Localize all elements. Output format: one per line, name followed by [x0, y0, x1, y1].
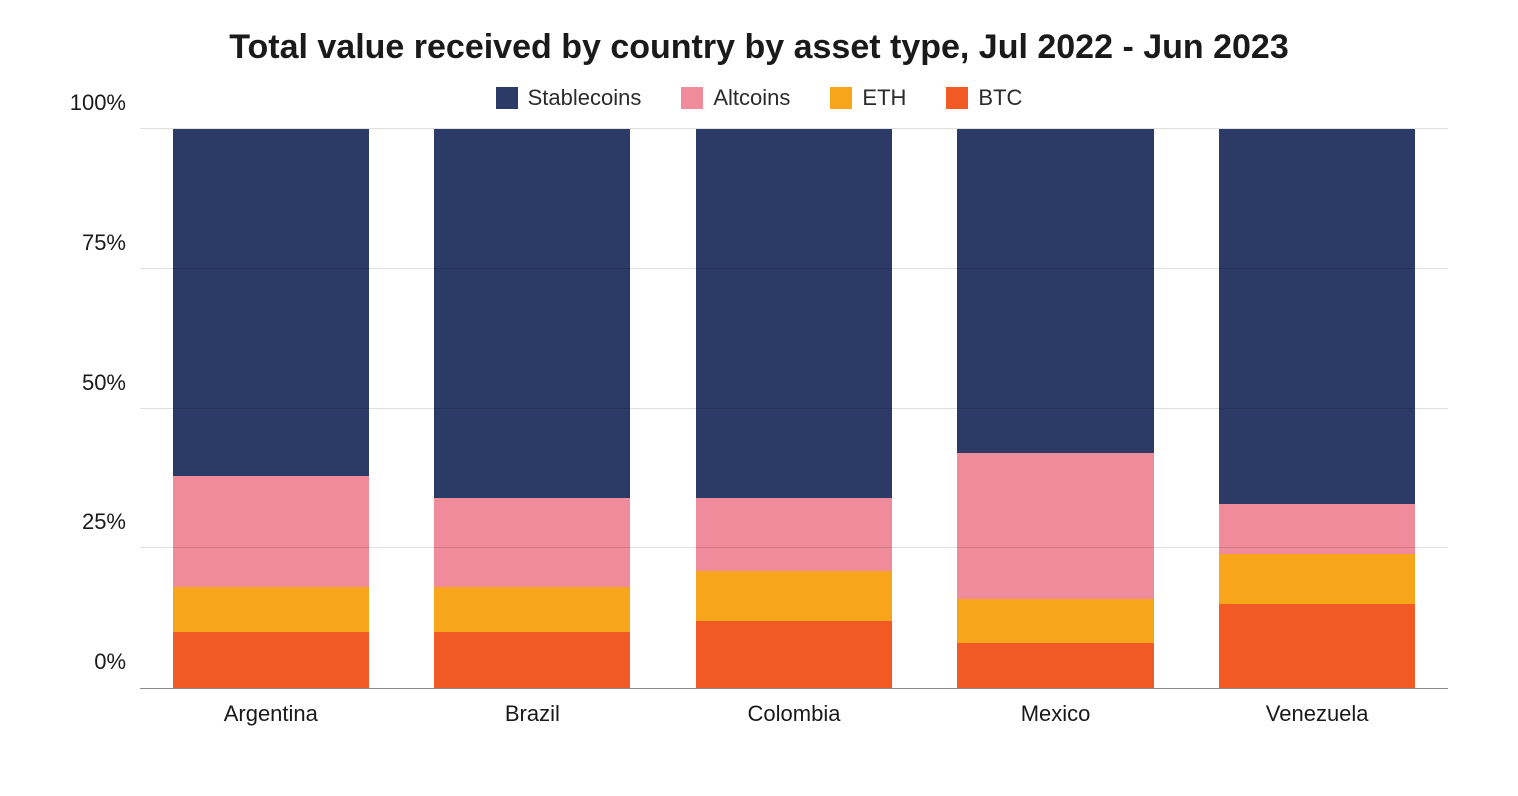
- bars-group: [140, 129, 1448, 688]
- gridline: [140, 408, 1448, 409]
- gridline: [140, 268, 1448, 269]
- bar: [1219, 129, 1415, 688]
- bar-segment-stablecoins: [173, 129, 369, 476]
- bar: [173, 129, 369, 688]
- bar-segment-btc: [173, 632, 369, 688]
- y-tick-label: 75%: [82, 230, 140, 256]
- bar-slot: [1186, 129, 1448, 688]
- bar-slot: [663, 129, 925, 688]
- legend-swatch: [830, 87, 852, 109]
- bar-segment-eth: [957, 599, 1153, 644]
- chart-container: Total value received by country by asset…: [0, 0, 1518, 796]
- gridline: [140, 547, 1448, 548]
- bar-slot: [402, 129, 664, 688]
- gridline: [140, 128, 1448, 129]
- bar-segment-altcoins: [173, 476, 369, 588]
- x-tick-label: Brazil: [402, 701, 664, 727]
- bar: [696, 129, 892, 688]
- bar-segment-eth: [434, 587, 630, 632]
- bar-segment-stablecoins: [957, 129, 1153, 453]
- bar-slot: [140, 129, 402, 688]
- x-tick-label: Venezuela: [1186, 701, 1448, 727]
- y-tick-label: 100%: [70, 90, 140, 116]
- bar-segment-btc: [696, 621, 892, 688]
- bar-segment-stablecoins: [696, 129, 892, 498]
- legend-item: BTC: [946, 85, 1022, 111]
- legend-item: ETH: [830, 85, 906, 111]
- legend-swatch: [946, 87, 968, 109]
- legend-swatch: [681, 87, 703, 109]
- bar-segment-btc: [957, 643, 1153, 688]
- legend: Stablecoins Altcoins ETH BTC: [30, 85, 1488, 111]
- bar-segment-altcoins: [434, 498, 630, 587]
- x-axis-labels: ArgentinaBrazilColombiaMexicoVenezuela: [140, 701, 1448, 727]
- bar-segment-eth: [173, 587, 369, 632]
- legend-label: ETH: [862, 85, 906, 111]
- plot-area: 0%25%50%75%100% ArgentinaBrazilColombiaM…: [140, 129, 1448, 727]
- grid-area: 0%25%50%75%100%: [140, 129, 1448, 689]
- legend-item: Altcoins: [681, 85, 790, 111]
- legend-swatch: [496, 87, 518, 109]
- y-tick-label: 25%: [82, 509, 140, 535]
- bar: [434, 129, 630, 688]
- bar-segment-eth: [696, 571, 892, 621]
- chart-title: Total value received by country by asset…: [30, 28, 1488, 67]
- bar-slot: [925, 129, 1187, 688]
- bar-segment-stablecoins: [434, 129, 630, 498]
- x-tick-label: Argentina: [140, 701, 402, 727]
- bar-segment-altcoins: [957, 453, 1153, 598]
- bar-segment-eth: [1219, 554, 1415, 604]
- x-tick-label: Colombia: [663, 701, 925, 727]
- legend-item: Stablecoins: [496, 85, 642, 111]
- legend-label: Stablecoins: [528, 85, 642, 111]
- x-tick-label: Mexico: [925, 701, 1187, 727]
- bar-segment-altcoins: [696, 498, 892, 571]
- bar-segment-btc: [1219, 604, 1415, 688]
- y-tick-label: 50%: [82, 370, 140, 396]
- y-tick-label: 0%: [94, 649, 140, 675]
- bar-segment-stablecoins: [1219, 129, 1415, 504]
- bar: [957, 129, 1153, 688]
- legend-label: Altcoins: [713, 85, 790, 111]
- legend-label: BTC: [978, 85, 1022, 111]
- bar-segment-btc: [434, 632, 630, 688]
